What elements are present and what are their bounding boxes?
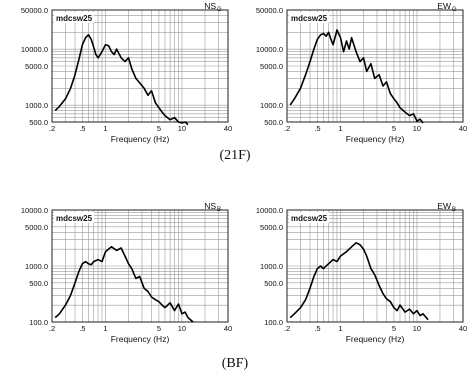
- figure-caption-21f: (21F): [219, 148, 251, 163]
- spectrum-line: [289, 29, 424, 124]
- chart-panel-21f-ns: 50000.0 10000.0 5000.0 1000.0 500.0.2 .5 1 5 10 4…: [0, 0, 235, 150]
- station-tag: mdcsw25: [56, 14, 93, 23]
- x-tick-label: 40: [459, 124, 467, 133]
- plot-frame: [51, 209, 229, 323]
- component-subscript: B: [452, 207, 456, 213]
- plot-frame: [51, 9, 229, 123]
- x-tick-label: .2: [49, 124, 55, 133]
- component-label: NS: [204, 1, 216, 11]
- y-tick-label: 50000.0: [21, 6, 48, 15]
- y-tick-label: 1000.0: [25, 262, 48, 271]
- x-tick-label: .5: [314, 124, 320, 133]
- x-tick-label: 5: [157, 124, 161, 133]
- component-subscript: G: [452, 7, 457, 13]
- y-tick-label: 50000.0: [256, 6, 283, 15]
- x-tick-label: 10: [413, 324, 421, 333]
- x-axis-label: Frequency (Hz): [346, 334, 405, 344]
- x-axis-label: Frequency (Hz): [111, 134, 170, 144]
- figure-caption-bf: (BF): [221, 356, 249, 371]
- y-tick-label: 5000.0: [25, 223, 48, 232]
- x-tick-label: .2: [284, 324, 290, 333]
- tag-background: [54, 212, 94, 223]
- x-tick-label: .5: [79, 324, 85, 333]
- tag-background: [289, 12, 329, 23]
- x-tick-label: 1: [103, 124, 107, 133]
- chart-panel-21f-ew: 50000.0 10000.0 5000.0 1000.0 500.0.2 .5 1 5 10 4…: [235, 0, 470, 150]
- spectrum-line: [289, 241, 429, 321]
- y-tick-label: 10000.0: [256, 206, 283, 215]
- spectrum-line: [54, 245, 194, 323]
- x-axis-label: Frequency (Hz): [111, 334, 170, 344]
- x-axis-label: Frequency (Hz): [346, 134, 405, 144]
- station-tag: mdcsw25: [56, 214, 93, 223]
- y-tick-label: 500.0: [29, 118, 48, 127]
- plot-frame: [286, 209, 464, 323]
- x-tick-label: 40: [224, 324, 232, 333]
- tag-background: [289, 212, 329, 223]
- y-tick-label: 1000.0: [260, 262, 283, 271]
- y-tick-label: 500.0: [264, 118, 283, 127]
- x-tick-label: 1: [103, 324, 107, 333]
- y-tick-label: 1000.0: [25, 101, 48, 110]
- chart-panel-bf-ew: 10000.0 5000.0 1000.0 500.0 100.0.2 .5 1 5 10 40 F…: [235, 200, 470, 350]
- y-tick-label: 500.0: [29, 279, 48, 288]
- y-tick-label: 100.0: [264, 318, 283, 327]
- x-tick-label: 5: [157, 324, 161, 333]
- x-tick-label: .2: [284, 124, 290, 133]
- x-tick-label: 40: [224, 124, 232, 133]
- chart-svg: 10000.0 5000.0 1000.0 500.0 100.0.2 .5 1 5 10 40 F…: [21, 201, 232, 344]
- spectrum-line: [54, 33, 189, 126]
- y-tick-label: 5000.0: [25, 62, 48, 71]
- chart-svg: 10000.0 5000.0 1000.0 500.0 100.0.2 .5 1 5 10 40 F…: [256, 201, 467, 344]
- x-tick-label: 10: [178, 324, 186, 333]
- component-label: NS: [204, 201, 216, 211]
- component-subscript: B: [217, 207, 221, 213]
- x-tick-label: 40: [459, 324, 467, 333]
- x-tick-label: .2: [49, 324, 55, 333]
- chart-panel-bf-ns: 10000.0 5000.0 1000.0 500.0 100.0.2 .5 1 5 10 40 F…: [0, 200, 235, 350]
- x-tick-label: .5: [314, 324, 320, 333]
- x-tick-label: 10: [413, 124, 421, 133]
- plot-frame: [286, 9, 464, 123]
- y-tick-label: 10000.0: [21, 45, 48, 54]
- y-tick-label: 500.0: [264, 279, 283, 288]
- x-tick-label: 5: [392, 124, 396, 133]
- chart-svg: 50000.0 10000.0 5000.0 1000.0 500.0.2 .5 1 5 10 4…: [21, 1, 232, 144]
- y-tick-label: 5000.0: [260, 62, 283, 71]
- y-tick-label: 1000.0: [260, 101, 283, 110]
- y-tick-label: 10000.0: [256, 45, 283, 54]
- x-tick-label: 10: [178, 124, 186, 133]
- chart-svg: 50000.0 10000.0 5000.0 1000.0 500.0.2 .5 1 5 10 4…: [256, 1, 467, 144]
- tag-background: [54, 12, 94, 23]
- component-subscript: G: [217, 7, 222, 13]
- x-tick-label: 5: [392, 324, 396, 333]
- y-tick-label: 5000.0: [260, 223, 283, 232]
- component-label: EW: [437, 201, 451, 211]
- x-tick-label: 1: [338, 324, 342, 333]
- station-tag: mdcsw25: [291, 214, 328, 223]
- y-tick-label: 10000.0: [21, 206, 48, 215]
- x-tick-label: .5: [79, 124, 85, 133]
- component-label: EW: [437, 1, 451, 11]
- station-tag: mdcsw25: [291, 14, 328, 23]
- y-tick-label: 100.0: [29, 318, 48, 327]
- x-tick-label: 1: [338, 124, 342, 133]
